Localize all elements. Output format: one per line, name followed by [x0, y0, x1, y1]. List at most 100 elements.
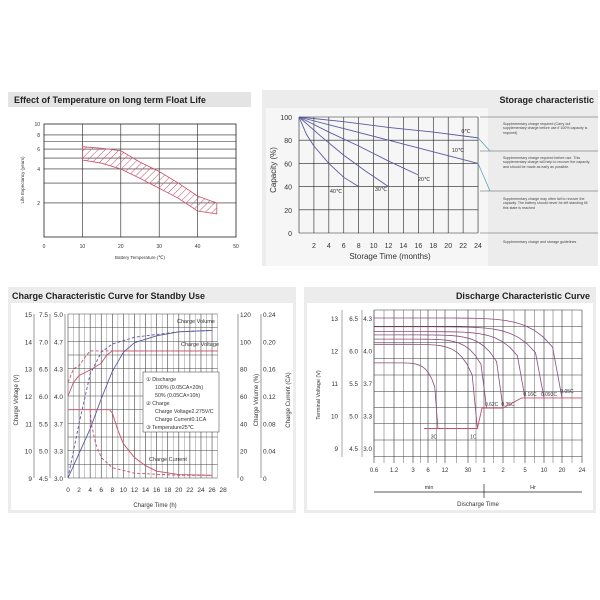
series-label: Charge Volume [177, 319, 215, 325]
capacity-line-1 [298, 116, 479, 164]
y-tick-label: 3.0 [363, 446, 372, 453]
x-axis-label: Discharge Time [457, 502, 499, 508]
x-tick-label: 18 [164, 487, 172, 494]
y-tick-label: 3.3 [363, 414, 372, 421]
y-tick-label: 8 [37, 133, 40, 139]
y-axis-label: Charge Current (CA) [286, 372, 292, 427]
y-tick-label: 5.5 [349, 381, 358, 388]
y-tick-label: 13 [25, 367, 33, 374]
panel-title-bar [8, 92, 251, 107]
series-label: 0.16C [523, 392, 537, 398]
y-tick-label: 40 [240, 421, 248, 428]
discharge-curve-3 [374, 334, 504, 409]
discharge-curve-0 [374, 362, 439, 429]
x-tick-label: 24 [197, 487, 205, 494]
x-tick-label: 10 [370, 243, 378, 250]
legend-text: 100% (0.05CA×20h) [155, 385, 203, 391]
x-tick-label: 4 [327, 243, 331, 250]
y-tick-label: 0.12 [263, 394, 276, 401]
y-tick-label: 10 [34, 122, 40, 128]
y-tick-label: 0 [263, 476, 267, 483]
y-tick-label: 5.0 [349, 414, 358, 421]
x-tick-label: 30 [156, 244, 162, 250]
y-tick-label: 11 [25, 421, 32, 428]
legend-text: Charge Voltage2.275V/C [155, 409, 214, 415]
capacity-line-3 [298, 116, 389, 187]
x-tick-label: 2 [312, 243, 316, 250]
cutoff-voltage-line [424, 397, 582, 429]
plot-panel [307, 303, 593, 510]
y-tick-label: 4.7 [54, 339, 63, 346]
y-tick-label: 14 [25, 339, 33, 346]
y-axis-label: Charge Volume (%) [254, 374, 260, 426]
connector-line [477, 137, 491, 152]
y-tick-label: 4.3 [363, 316, 372, 323]
chart-title: Charge Characteristic Curve for Standby … [12, 291, 205, 301]
y-tick-label: 20 [240, 449, 248, 456]
x-tick-label: 0 [66, 487, 70, 494]
y-axis-label: Capacity (%) [269, 147, 278, 193]
chart-title: Effect of Temperature on long term Float… [14, 95, 206, 105]
x-tick-label: 10 [120, 487, 128, 494]
series-label: 3C [431, 435, 438, 441]
x-tick-label: 14 [142, 487, 150, 494]
y-tick-label: 3.7 [363, 381, 372, 388]
note-text: Supplementary charge required before use… [503, 156, 590, 169]
y-tick-label: 4.3 [54, 367, 63, 374]
discharge-curve-2 [374, 338, 488, 409]
x-tick-label: 2 [501, 468, 505, 474]
charge-curve-0 [67, 350, 218, 397]
x-tick-label: 12 [131, 487, 139, 494]
y-tick-label: 0.04 [263, 449, 276, 456]
x-tick-label: 3 [411, 468, 415, 474]
y-axis-label: Charge Voltage (V) [14, 374, 20, 425]
x-axis-label: Charge Time (h) [133, 503, 176, 509]
series-label: 40℃ [330, 189, 343, 195]
legend-text: Charge Current0.1CA [155, 417, 207, 423]
y-tick-label: 3.3 [54, 449, 63, 456]
y-tick-label: 7.0 [39, 339, 48, 346]
life-expectancy-band [82, 146, 218, 215]
discharge-curve-4 [374, 331, 526, 399]
x-tick-label: 20 [175, 487, 183, 494]
chart-title: Discharge Characteristic Curve [456, 291, 590, 301]
y-axis-label: Life Expectancy (years) [20, 156, 25, 204]
legend-text: ② Charge [146, 401, 170, 407]
storage-note: Supplementary charge required before use… [503, 156, 590, 169]
y-tick-label: 60 [240, 394, 248, 401]
note-text: Supplementary charge required (Carry out… [503, 122, 588, 135]
x-tick-label: 50 [233, 244, 239, 250]
y-tick-label: 20 [284, 208, 292, 215]
x-tick-label: 20 [444, 243, 452, 250]
series-label: 0.093C [541, 392, 558, 398]
y-tick-label: 0.16 [263, 367, 276, 374]
x-tick-label: 4 [88, 487, 92, 494]
x-tick-label: 12 [385, 243, 393, 250]
x-tick-label: 22 [459, 243, 467, 250]
series-label: 30℃ [375, 187, 388, 193]
x-axis-label: Storage Time (months) [349, 252, 431, 261]
x-tick-label: 16 [153, 487, 161, 494]
y-tick-label: 80 [240, 367, 248, 374]
y-tick-label: 120 [240, 312, 251, 319]
capacity-line-2 [298, 116, 419, 176]
y-tick-label: 4.5 [349, 446, 358, 453]
y-tick-label: 2 [37, 201, 40, 207]
x-tick-label: 10 [80, 244, 86, 250]
charge-curve-5 [89, 409, 213, 476]
y-tick-label: 5.5 [39, 421, 48, 428]
y-tick-label: 4.0 [363, 349, 372, 356]
note-text: Supplementary charge and storage guideli… [503, 240, 577, 244]
y-tick-label: 4.5 [39, 476, 48, 483]
y-tick-label: 4 [37, 167, 40, 173]
y-tick-label: 80 [284, 138, 292, 145]
y-tick-label: 0.24 [263, 312, 276, 319]
y-tick-label: 3.7 [54, 421, 63, 428]
x-tick-label: 8 [357, 243, 361, 250]
x-tick-label: 20 [118, 244, 124, 250]
y-tick-label: 60 [284, 161, 292, 168]
x-unit-label: min [425, 485, 434, 491]
y-tick-label: 6.0 [39, 394, 48, 401]
discharge-curve-6 [374, 317, 563, 399]
charge-curve-2 [67, 329, 213, 479]
